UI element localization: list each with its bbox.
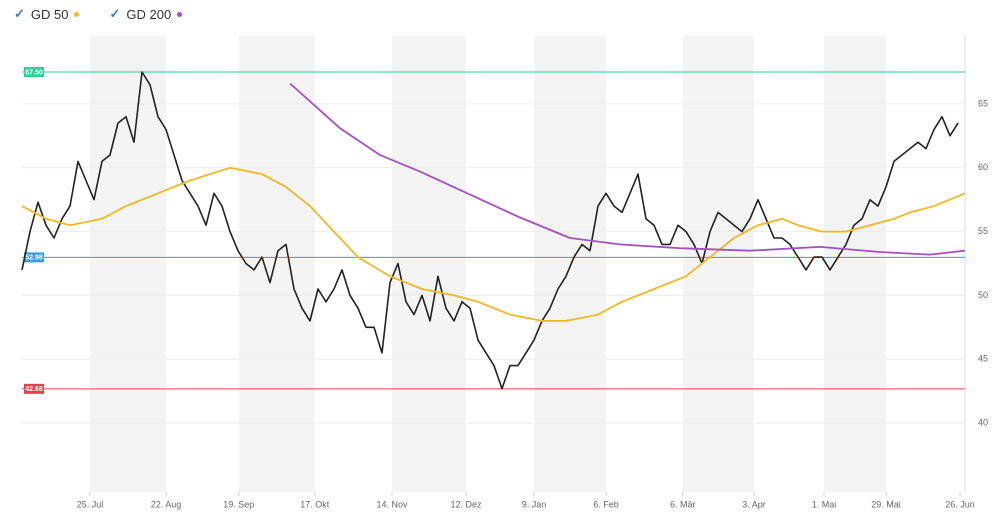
x-tick-label: 17. Okt [300,499,330,509]
level-tag [24,252,44,263]
month-band [534,35,606,492]
x-tick-label: 6. Feb [593,499,619,509]
y-tick-label: 40 [978,417,988,427]
y-tick-label: 55 [978,226,988,236]
x-tick-label: 22. Aug [151,499,182,509]
level-tag [24,383,44,394]
level-label: 67.50 [25,69,43,76]
level-label: 52.98 [25,255,43,262]
legend-item[interactable]: ✓ GD 200 [109,6,183,22]
level-label: 42.68 [25,386,43,393]
x-tick-label: 9. Jan [522,499,547,509]
y-tick-label: 65 [978,98,988,108]
legend-item[interactable]: ✓ GD 50 [14,6,80,22]
legend-label: GD 50 [30,6,69,22]
x-tick-label: 26. Jun [945,499,975,509]
legend-dot [74,11,80,17]
month-band [682,35,754,492]
level-tag [24,67,44,78]
month-band [238,35,315,492]
legend-label: GD 200 [126,6,172,22]
x-tick-label: 12. Dez [450,499,482,509]
month-band [90,35,166,492]
price-line [289,82,966,256]
x-tick-label: 19. Sep [223,499,254,509]
legend: ✓ GD 50 ✓ GD 200 [14,6,183,22]
y-tick-label: 50 [978,290,988,300]
x-tick-label: 14. Nov [376,499,408,509]
month-band [392,35,466,492]
x-tick-label: 3. Apr [742,499,766,509]
checkbox[interactable]: ✓ [14,6,25,21]
x-tick-label: 1. Mai [812,499,837,509]
price-line [21,71,959,390]
y-tick-label: 45 [978,354,988,364]
x-tick-label: 25. Jul [77,499,104,509]
legend-dot [177,11,183,17]
x-tick-label: 6. Mär [670,499,696,509]
price-line [21,166,966,322]
checkbox[interactable]: ✓ [109,6,121,21]
y-tick-label: 60 [978,162,988,172]
x-tick-label: 29. Mai [871,499,901,509]
